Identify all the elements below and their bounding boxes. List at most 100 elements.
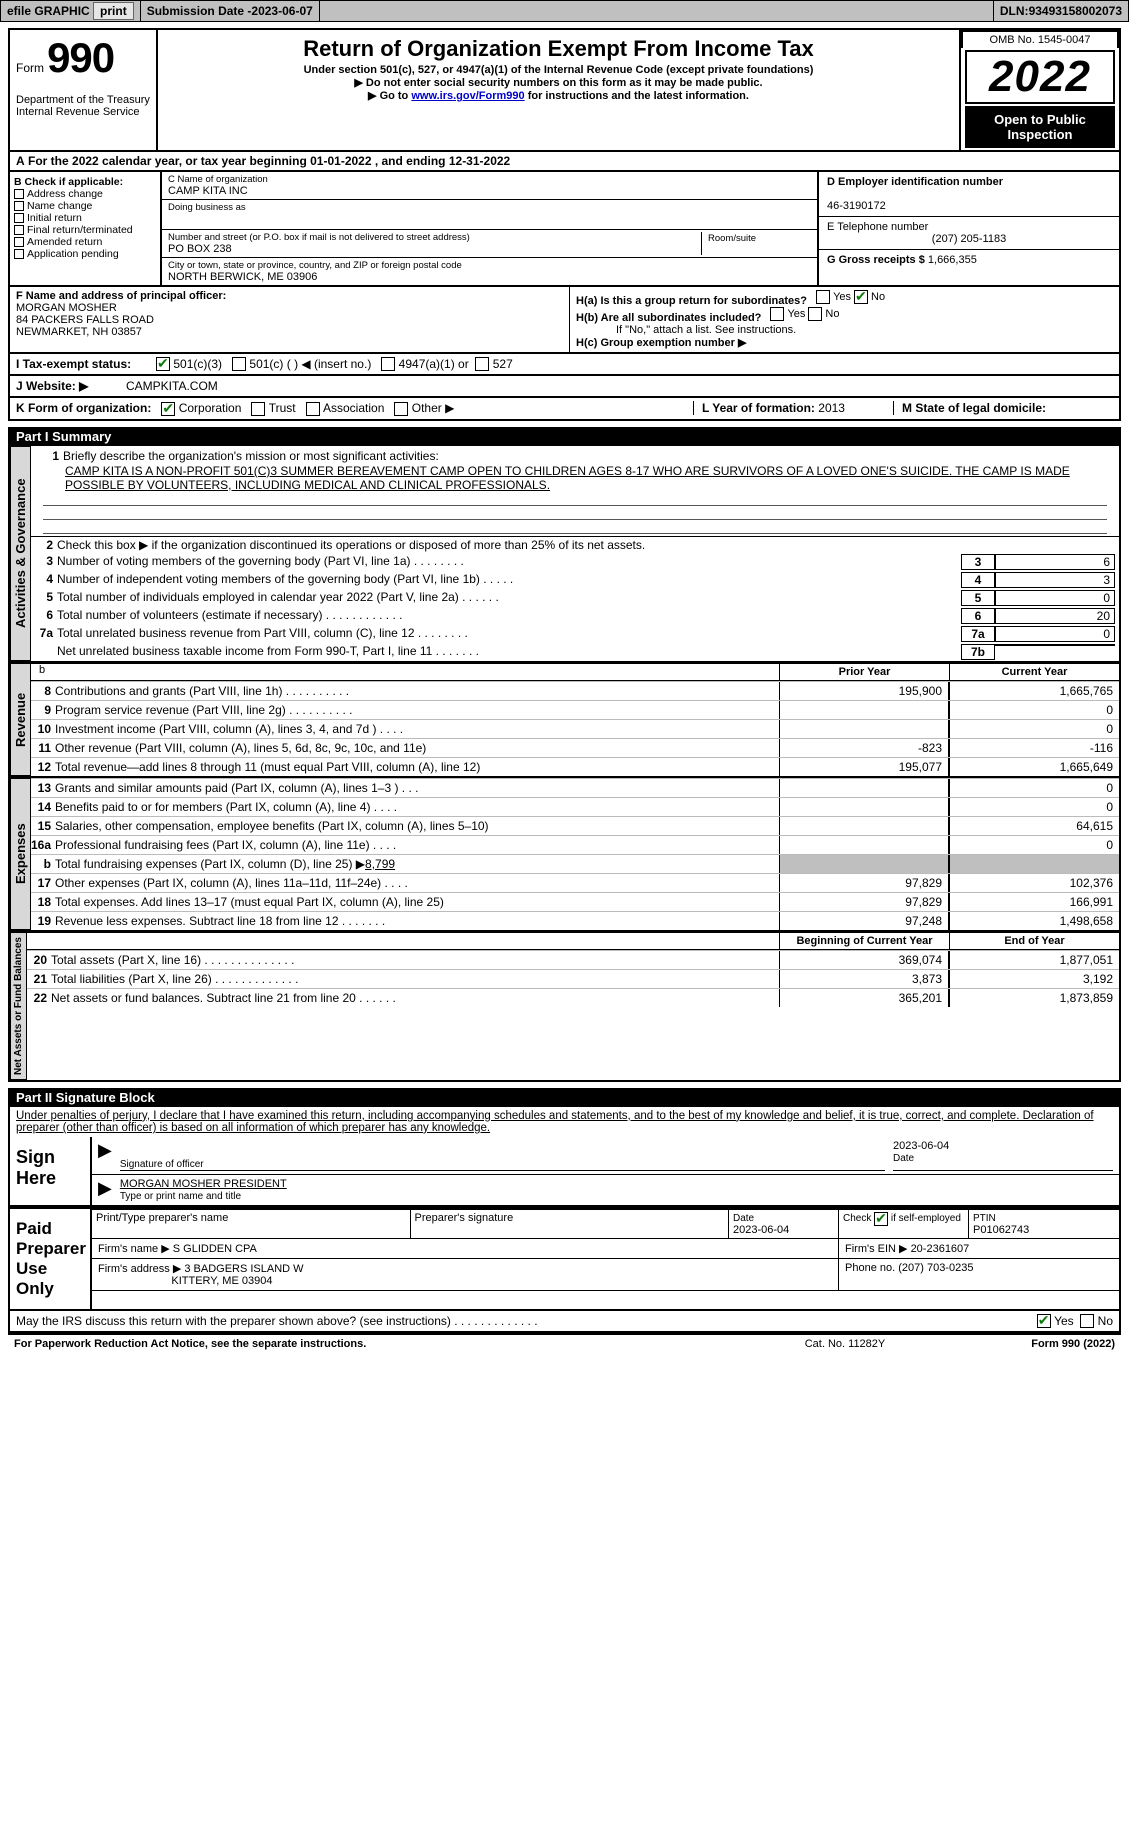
- row-a-period: A For the 2022 calendar year, or tax yea…: [8, 152, 1121, 172]
- prep-h1: Print/Type preparer's name: [92, 1210, 411, 1239]
- lbl-527: 527: [493, 357, 513, 371]
- vtab-expenses: Expenses: [10, 778, 31, 930]
- chk-address-change[interactable]: [14, 189, 24, 199]
- print-button[interactable]: print: [93, 2, 134, 20]
- ha-label: H(a) Is this a group return for subordin…: [576, 295, 807, 307]
- c18: 166,991: [949, 893, 1119, 911]
- hdr-prior-year: Prior Year: [779, 664, 949, 680]
- lbl-initial-return: Initial return: [27, 212, 82, 224]
- dln-label: DLN:: [1000, 4, 1029, 18]
- lbl-other: Other ▶: [412, 401, 455, 415]
- part2-bar: Part II Signature Block: [8, 1088, 1121, 1107]
- firm-addr-label: Firm's address ▶: [98, 1263, 181, 1275]
- l8: Contributions and grants (Part VIII, lin…: [55, 682, 779, 700]
- chk-4947[interactable]: [381, 357, 395, 371]
- submission-date-value: 2023-06-07: [251, 4, 312, 18]
- lbl-address-change: Address change: [27, 188, 103, 200]
- self-emp-label: Check if self-employed: [843, 1213, 961, 1224]
- blank-line-1: [43, 492, 1107, 506]
- p18: 97,829: [779, 893, 949, 911]
- i-label: I Tax-exempt status:: [16, 357, 156, 371]
- c14: 0: [949, 798, 1119, 816]
- hc-label: H(c) Group exemption number ▶: [576, 337, 746, 349]
- blank-line-2: [43, 506, 1107, 520]
- chk-assoc[interactable]: [306, 402, 320, 416]
- firm-phone: (207) 703-0235: [898, 1262, 973, 1274]
- chk-app-pending[interactable]: [14, 249, 24, 259]
- l4-text: Number of independent voting members of …: [57, 572, 961, 586]
- chk-name-change[interactable]: [14, 201, 24, 211]
- c17: 102,376: [949, 874, 1119, 892]
- hb-yes-chk[interactable]: [770, 307, 784, 321]
- chk-initial-return[interactable]: [14, 213, 24, 223]
- l16b: Total fundraising expenses (Part IX, col…: [55, 855, 779, 873]
- l11: Other revenue (Part VIII, column (A), li…: [55, 739, 779, 757]
- prep-h4: Check if self-employed: [839, 1210, 969, 1239]
- efile-label: efile: [7, 4, 31, 18]
- form-header: Form 990 Department of the Treasury Inte…: [8, 28, 1121, 152]
- l14: Benefits paid to or for members (Part IX…: [55, 798, 779, 816]
- discuss-yes[interactable]: [1037, 1314, 1051, 1328]
- chk-amended[interactable]: [14, 237, 24, 247]
- l12: Total revenue—add lines 8 through 11 (mu…: [55, 758, 779, 776]
- colb-header: B Check if applicable:: [14, 176, 123, 188]
- officer-name: MORGAN MOSHER: [16, 302, 117, 314]
- part1-bar: Part I Summary: [8, 427, 1121, 446]
- l16b-pre: Total fundraising expenses (Part IX, col…: [55, 857, 365, 871]
- name-label: C Name of organization: [168, 174, 811, 185]
- l1a-text: Briefly describe the organization's miss…: [63, 449, 1109, 463]
- submission-date-label: Submission Date -: [147, 4, 252, 18]
- hdr-boy: Beginning of Current Year: [779, 933, 949, 949]
- gross-value: 1,666,355: [928, 254, 977, 266]
- officer-name-title: MORGAN MOSHER PRESIDENT: [120, 1178, 1105, 1190]
- top-toolbar: efile GRAPHIC print Submission Date - 20…: [0, 0, 1129, 22]
- cat-no: Cat. No. 11282Y: [775, 1338, 915, 1350]
- ha-yes-chk[interactable]: [816, 290, 830, 304]
- chk-final-return[interactable]: [14, 225, 24, 235]
- chk-other[interactable]: [394, 402, 408, 416]
- lbl-501c3: 501(c)(3): [173, 357, 222, 371]
- form-word: Form: [16, 61, 44, 75]
- firm-addr2: KITTERY, ME 03904: [171, 1275, 272, 1287]
- section-expenses: Expenses 13Grants and similar amounts pa…: [8, 778, 1121, 932]
- dba-label: Doing business as: [168, 202, 811, 213]
- form-title: Return of Organization Exempt From Incom…: [164, 36, 953, 62]
- form-sub1: Under section 501(c), 527, or 4947(a)(1)…: [164, 64, 953, 76]
- p19: 97,248: [779, 912, 949, 930]
- chk-501c3[interactable]: [156, 357, 170, 371]
- chk-527[interactable]: [475, 357, 489, 371]
- chk-501c[interactable]: [232, 357, 246, 371]
- street-value: PO BOX 238: [168, 243, 701, 255]
- sig-date-label: Date: [893, 1153, 914, 1164]
- tel-label: E Telephone number: [827, 221, 928, 233]
- f-label: F Name and address of principal officer:: [16, 290, 226, 302]
- open-to-public: Open to Public Inspection: [965, 106, 1115, 148]
- p13: [779, 779, 949, 797]
- submission-date-seg: Submission Date - 2023-06-07: [141, 1, 320, 21]
- arrow-icon-2: ▶: [98, 1178, 112, 1202]
- type-name-label: Type or print name and title: [120, 1191, 241, 1202]
- c19: 1,498,658: [949, 912, 1119, 930]
- chk-corp[interactable]: [161, 402, 175, 416]
- tel-value: (207) 205-1183: [932, 233, 1006, 245]
- irs-link[interactable]: www.irs.gov/Form990: [411, 90, 524, 102]
- hdr-current-year: Current Year: [949, 664, 1119, 680]
- ha-no-chk[interactable]: [854, 290, 868, 304]
- form-header-right: OMB No. 1545-0047 2022 Open to Public In…: [961, 30, 1121, 150]
- chk-trust[interactable]: [251, 402, 265, 416]
- hb-no-chk[interactable]: [808, 307, 822, 321]
- sig-date: 2023-06-04: [893, 1140, 1113, 1152]
- chk-self-employed[interactable]: [874, 1212, 888, 1226]
- sign-here-block: Sign Here ▶ Signature of officer 2023-06…: [8, 1137, 1121, 1207]
- goto-pre: Go to: [380, 90, 412, 102]
- j-label: J Website: ▶: [16, 379, 126, 393]
- k-label: K Form of organization:: [16, 401, 151, 415]
- form-sub2: Do not enter social security numbers on …: [164, 76, 953, 89]
- b20: 369,074: [779, 951, 949, 969]
- v3: 6: [995, 554, 1115, 570]
- l22: Net assets or fund balances. Subtract li…: [51, 989, 779, 1007]
- goto-post: for instructions and the latest informat…: [528, 90, 749, 102]
- l15: Salaries, other compensation, employee b…: [55, 817, 779, 835]
- discuss-no[interactable]: [1080, 1314, 1094, 1328]
- ptin-label: PTIN: [973, 1213, 996, 1224]
